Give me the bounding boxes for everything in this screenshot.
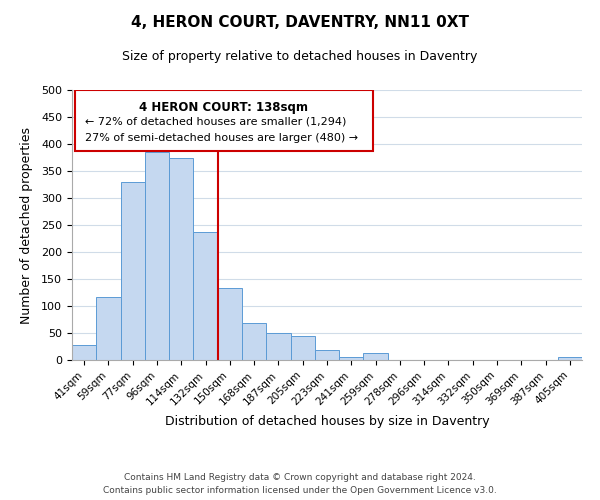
Y-axis label: Number of detached properties: Number of detached properties [20,126,33,324]
Bar [364,353,388,360]
Bar [72,345,96,360]
Text: 4, HERON COURT, DAVENTRY, NN11 0XT: 4, HERON COURT, DAVENTRY, NN11 0XT [131,15,469,30]
Text: ← 72% of detached houses are smaller (1,294): ← 72% of detached houses are smaller (1,… [85,117,346,127]
X-axis label: Distribution of detached houses by size in Daventry: Distribution of detached houses by size … [164,415,490,428]
Text: Size of property relative to detached houses in Daventry: Size of property relative to detached ho… [122,50,478,63]
Text: Contains HM Land Registry data © Crown copyright and database right 2024.: Contains HM Land Registry data © Crown c… [124,472,476,482]
Bar [266,333,290,360]
Bar [218,288,242,360]
Bar [315,350,339,360]
Bar [558,358,582,360]
Text: 4 HERON COURT: 138sqm: 4 HERON COURT: 138sqm [139,101,308,114]
Bar [96,298,121,360]
FancyBboxPatch shape [74,90,373,151]
Bar [339,357,364,360]
Bar [145,152,169,360]
Bar [193,232,218,360]
Bar [290,336,315,360]
Text: Contains public sector information licensed under the Open Government Licence v3: Contains public sector information licen… [103,486,497,495]
Text: 27% of semi-detached houses are larger (480) →: 27% of semi-detached houses are larger (… [85,133,358,143]
Bar [169,158,193,360]
Bar [242,324,266,360]
Bar [121,182,145,360]
